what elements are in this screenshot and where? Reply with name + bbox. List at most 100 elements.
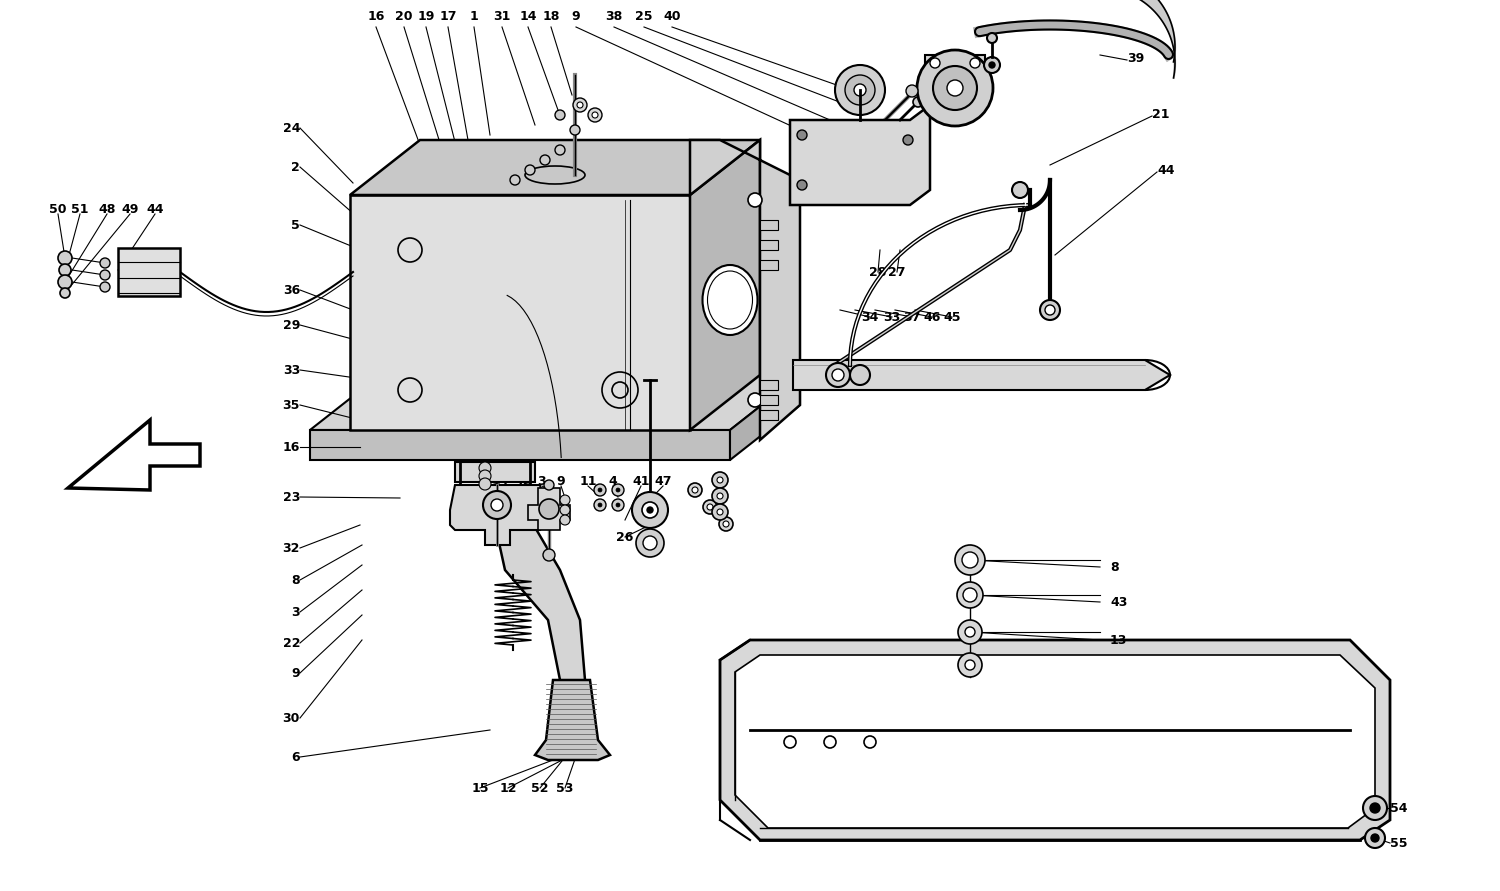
Circle shape: [100, 282, 109, 292]
Text: 10: 10: [1110, 666, 1128, 680]
Text: 17: 17: [440, 10, 456, 22]
Circle shape: [543, 549, 555, 561]
Text: 29: 29: [282, 318, 300, 331]
Text: 27: 27: [888, 266, 906, 279]
Circle shape: [824, 736, 836, 748]
Circle shape: [1371, 834, 1378, 842]
Circle shape: [594, 499, 606, 511]
Circle shape: [844, 75, 874, 105]
Circle shape: [570, 125, 580, 135]
Circle shape: [836, 65, 885, 115]
Text: 24: 24: [282, 121, 300, 135]
Text: 11: 11: [579, 475, 597, 487]
Circle shape: [748, 193, 762, 207]
Text: 31: 31: [494, 10, 510, 22]
Polygon shape: [350, 140, 760, 195]
Text: 23: 23: [282, 491, 300, 503]
Circle shape: [963, 588, 976, 602]
Circle shape: [833, 369, 844, 381]
Text: 38: 38: [606, 10, 622, 22]
Text: 28: 28: [870, 266, 886, 279]
Circle shape: [958, 653, 982, 677]
Circle shape: [933, 66, 976, 110]
Text: 8: 8: [291, 574, 300, 586]
Text: 19: 19: [417, 10, 435, 22]
Circle shape: [632, 492, 668, 528]
Polygon shape: [720, 640, 1390, 840]
Text: 54: 54: [1390, 802, 1407, 814]
Text: 2: 2: [291, 160, 300, 174]
Circle shape: [850, 365, 870, 385]
Circle shape: [956, 545, 986, 575]
Bar: [760, 240, 778, 250]
Circle shape: [612, 484, 624, 496]
Circle shape: [560, 495, 570, 505]
Polygon shape: [528, 488, 570, 530]
Circle shape: [988, 62, 994, 68]
Circle shape: [914, 97, 922, 107]
Polygon shape: [690, 140, 800, 440]
Polygon shape: [790, 105, 930, 205]
Circle shape: [903, 135, 914, 145]
Circle shape: [560, 505, 570, 515]
Circle shape: [616, 488, 620, 492]
Text: 41: 41: [632, 475, 650, 487]
Text: 14: 14: [519, 10, 537, 22]
Circle shape: [636, 529, 664, 557]
Polygon shape: [350, 195, 690, 430]
Text: 46: 46: [924, 310, 940, 323]
Circle shape: [717, 493, 723, 499]
Circle shape: [594, 484, 606, 496]
Bar: [760, 380, 778, 390]
Circle shape: [544, 480, 554, 490]
Polygon shape: [690, 140, 760, 430]
Circle shape: [578, 102, 584, 108]
Polygon shape: [450, 485, 544, 545]
Text: 3: 3: [537, 475, 546, 487]
Circle shape: [712, 472, 728, 488]
Text: 18: 18: [543, 10, 560, 22]
Polygon shape: [68, 420, 200, 490]
Circle shape: [616, 503, 620, 507]
Text: 45: 45: [944, 310, 960, 323]
Text: 52: 52: [531, 781, 549, 795]
Text: 33: 33: [284, 364, 300, 377]
Text: 53: 53: [556, 781, 573, 795]
Circle shape: [853, 84, 865, 96]
Text: 1: 1: [470, 10, 478, 22]
Circle shape: [592, 112, 598, 118]
Polygon shape: [536, 680, 610, 760]
Circle shape: [688, 483, 702, 497]
Circle shape: [1046, 305, 1054, 315]
Text: 32: 32: [282, 542, 300, 554]
Circle shape: [525, 165, 536, 175]
Circle shape: [970, 58, 980, 68]
Text: 33: 33: [884, 310, 900, 323]
Circle shape: [612, 499, 624, 511]
Text: 49: 49: [122, 202, 138, 216]
Text: 43: 43: [1110, 595, 1128, 609]
Text: 9: 9: [572, 10, 580, 22]
Text: 7: 7: [1082, 364, 1090, 377]
Text: 37: 37: [903, 310, 921, 323]
Polygon shape: [735, 655, 1376, 828]
Polygon shape: [310, 375, 800, 430]
Polygon shape: [730, 375, 800, 460]
Polygon shape: [310, 430, 730, 460]
Polygon shape: [488, 488, 585, 688]
Polygon shape: [794, 360, 1170, 390]
Bar: [926, 55, 986, 71]
Text: 42: 42: [514, 475, 531, 487]
Circle shape: [916, 50, 993, 126]
Text: 5: 5: [291, 218, 300, 232]
Text: 4: 4: [609, 475, 618, 487]
Text: 44: 44: [147, 202, 164, 216]
Text: 55: 55: [1390, 837, 1407, 849]
Circle shape: [478, 470, 490, 482]
Text: 36: 36: [284, 283, 300, 297]
Bar: [760, 220, 778, 230]
Text: 6: 6: [291, 750, 300, 764]
Circle shape: [1040, 300, 1060, 320]
Circle shape: [706, 504, 712, 510]
Circle shape: [712, 504, 728, 520]
